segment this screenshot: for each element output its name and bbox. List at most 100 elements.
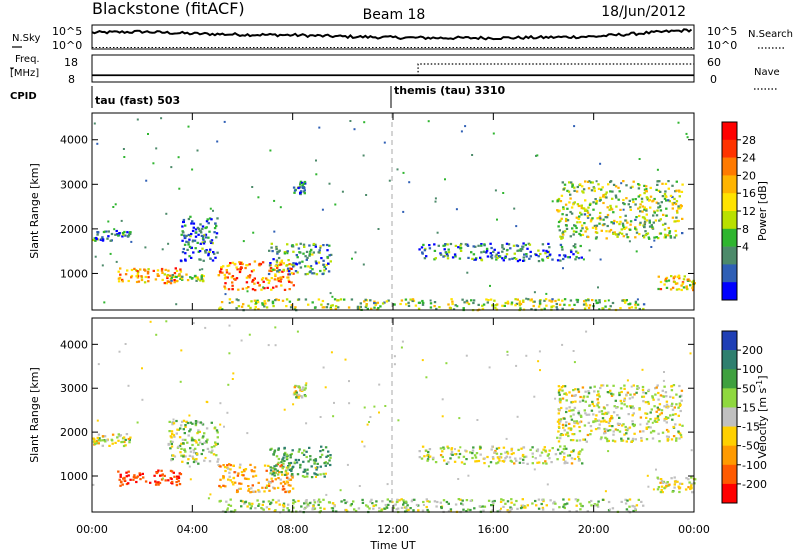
data-cell [562, 206, 565, 209]
colorbar-tick-label: -15 [742, 421, 760, 434]
colorbar-tick-label: 8 [742, 223, 749, 236]
data-cell [681, 183, 684, 186]
data-cell [659, 280, 663, 284]
data-cell [565, 399, 568, 402]
data-cell [681, 424, 684, 427]
data-cell [655, 201, 658, 204]
data-cell [521, 498, 524, 501]
beam-label: Beam 18 [363, 7, 426, 23]
data-cell [541, 243, 545, 246]
data-cell [295, 461, 299, 464]
data-cell [579, 502, 582, 505]
data-cell [276, 251, 279, 254]
data-cell [574, 246, 577, 249]
data-cell [634, 236, 637, 239]
data-cell [675, 393, 678, 396]
data-cell [498, 459, 501, 462]
data-cell [319, 500, 322, 504]
data-cell [660, 412, 663, 415]
data-cell [492, 457, 495, 460]
data-cell [324, 464, 327, 467]
data-cell [667, 199, 670, 202]
data-cell [170, 436, 173, 439]
data-cell [126, 235, 130, 238]
data-cell [582, 207, 585, 210]
data-cell [304, 387, 307, 390]
data-cell [516, 298, 519, 301]
colorbar-segment [722, 388, 737, 408]
data-cell [229, 468, 232, 471]
data-cell [244, 267, 247, 270]
colorbar-segment [722, 426, 737, 446]
data-cell [374, 504, 378, 507]
data-cell [563, 452, 566, 455]
data-cell [432, 456, 435, 459]
data-cell [557, 430, 560, 433]
data-cell [311, 268, 314, 271]
data-cell [180, 233, 183, 236]
data-cell [250, 487, 253, 490]
data-cell [453, 460, 457, 463]
data-cell [301, 186, 305, 189]
data-cell [605, 437, 609, 440]
data-cell [283, 488, 286, 491]
data-cell [433, 243, 436, 246]
data-cell [511, 257, 514, 260]
data-cell [648, 237, 651, 240]
data-cell [559, 437, 562, 440]
data-cell [587, 306, 591, 309]
data-cell [641, 210, 644, 213]
data-cell [219, 486, 222, 489]
data-cell [181, 251, 185, 254]
data-cell [622, 198, 625, 202]
data-cell [575, 250, 578, 253]
data-cell [282, 485, 285, 488]
data-cell [381, 500, 384, 503]
data-cell [620, 182, 623, 185]
data-cell [635, 504, 639, 507]
data-cell [561, 181, 564, 184]
data-cell [566, 431, 569, 434]
data-cell [294, 262, 298, 265]
data-cell [642, 307, 645, 311]
data-cell [108, 444, 111, 447]
data-cell [170, 279, 173, 282]
data-cell [594, 504, 597, 507]
data-cell [566, 461, 569, 464]
data-cell [242, 240, 245, 243]
data-cell [662, 379, 665, 382]
data-cell [285, 298, 289, 301]
data-cell [659, 204, 662, 207]
data-cell [283, 473, 287, 476]
data-cell [226, 411, 229, 414]
data-cell [598, 215, 602, 218]
data-cell [135, 480, 138, 484]
data-cell [661, 182, 664, 185]
data-cell [671, 216, 675, 219]
data-cell [595, 180, 598, 183]
data-cell [673, 486, 676, 489]
colorbar-segment [722, 139, 737, 158]
data-cell [210, 241, 213, 244]
data-cell [155, 333, 158, 336]
data-cell [321, 272, 324, 276]
data-cell [431, 458, 435, 461]
data-cell [533, 468, 536, 471]
data-cell [195, 441, 198, 444]
data-cell [622, 202, 625, 205]
data-cell [184, 252, 187, 255]
data-cell [471, 452, 474, 455]
data-cell [639, 221, 642, 224]
data-cell [483, 243, 486, 246]
data-cell [200, 234, 204, 237]
data-cell [509, 247, 512, 250]
data-cell [559, 219, 562, 222]
data-cell [519, 302, 523, 306]
data-cell [226, 464, 229, 467]
data-cell [515, 364, 518, 367]
data-cell [300, 181, 304, 184]
data-cell [510, 452, 513, 456]
data-cell [562, 233, 565, 236]
data-cell [267, 464, 270, 467]
data-cell [650, 246, 653, 248]
